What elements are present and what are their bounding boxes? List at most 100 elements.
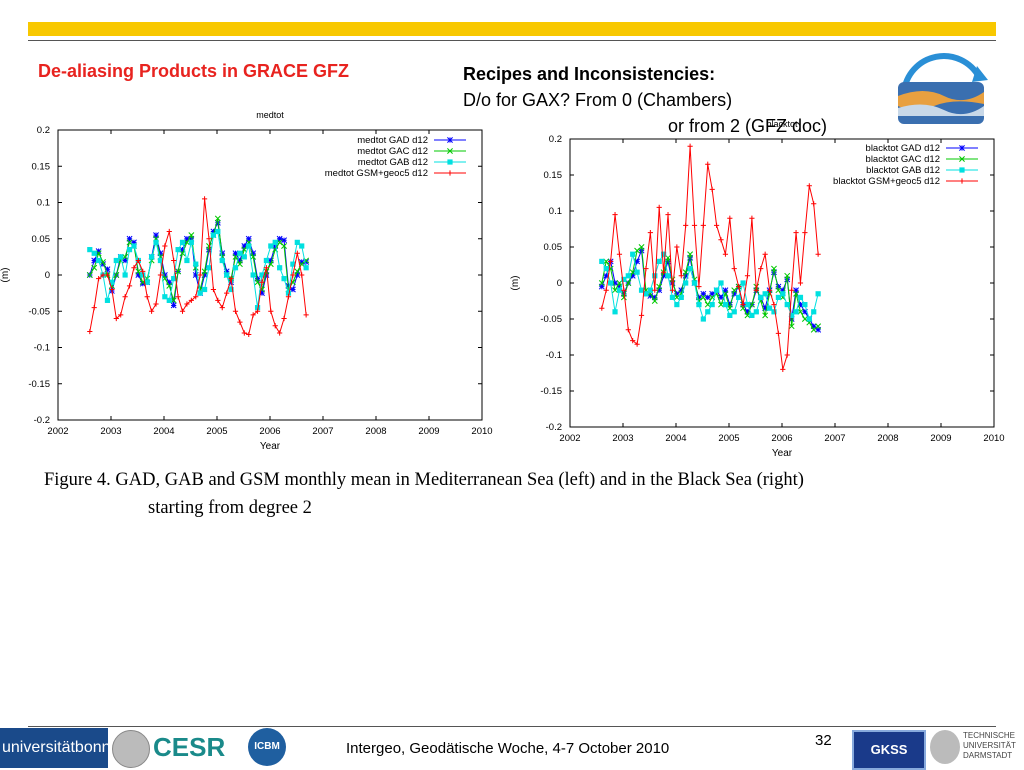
point-marker xyxy=(678,294,684,300)
point-marker xyxy=(771,309,777,315)
point-marker xyxy=(687,143,693,149)
point-marker xyxy=(687,251,694,258)
grace-logo-icon xyxy=(898,53,988,124)
point-marker xyxy=(744,312,751,319)
point-marker xyxy=(122,253,129,260)
point-marker xyxy=(246,331,252,338)
point-marker xyxy=(175,294,181,300)
point-marker xyxy=(170,297,177,304)
point-marker xyxy=(621,276,627,282)
footer-text: Intergeo, Geodätische Woche, 4-7 October… xyxy=(346,740,670,757)
point-marker xyxy=(599,258,605,264)
recipes-heading: Recipes and Inconsistencies: xyxy=(463,64,716,84)
point-marker xyxy=(652,273,658,279)
point-marker xyxy=(201,272,208,278)
point-marker xyxy=(647,230,653,236)
point-marker xyxy=(959,178,965,184)
point-marker xyxy=(250,312,256,318)
point-marker xyxy=(272,323,278,329)
point-marker xyxy=(263,265,269,271)
point-marker xyxy=(149,308,155,314)
point-marker xyxy=(608,258,614,264)
point-marker xyxy=(797,280,804,286)
point-marker xyxy=(771,269,777,276)
x-tick-label: 2010 xyxy=(471,426,492,437)
point-marker xyxy=(656,287,663,294)
point-marker xyxy=(669,287,676,293)
point-marker xyxy=(144,294,150,300)
point-marker xyxy=(219,305,225,311)
point-marker xyxy=(704,294,711,301)
point-marker xyxy=(766,287,773,293)
point-marker xyxy=(762,305,769,312)
point-marker xyxy=(91,250,97,256)
point-marker xyxy=(210,232,217,238)
point-marker xyxy=(678,287,685,294)
point-marker xyxy=(201,196,208,202)
point-marker xyxy=(661,251,667,257)
point-marker xyxy=(130,239,137,246)
point-marker xyxy=(250,272,256,278)
point-marker xyxy=(665,273,671,279)
point-marker xyxy=(959,145,965,151)
point-marker xyxy=(161,272,168,278)
point-marker xyxy=(259,272,265,278)
point-marker xyxy=(170,302,177,309)
point-marker xyxy=(713,222,720,228)
x-tick-label: 2007 xyxy=(312,426,333,437)
point-marker xyxy=(621,287,627,293)
y-axis-label: (m) xyxy=(0,268,11,283)
point-marker xyxy=(144,279,150,285)
point-marker xyxy=(810,323,817,330)
y-tick-label: 0.15 xyxy=(544,170,563,181)
point-marker xyxy=(153,301,159,307)
legend-label: blacktot GAB d12 xyxy=(866,165,940,176)
point-marker xyxy=(736,284,742,290)
point-marker xyxy=(736,294,742,300)
point-marker xyxy=(616,283,623,290)
point-marker xyxy=(104,266,111,273)
point-marker xyxy=(643,291,649,297)
y-tick-label: -0.2 xyxy=(34,415,50,426)
point-marker xyxy=(775,283,782,290)
point-marker xyxy=(647,287,653,293)
point-marker xyxy=(126,235,133,242)
tud-seal-icon xyxy=(930,730,960,764)
point-marker xyxy=(603,272,610,279)
point-marker xyxy=(157,250,164,257)
point-marker xyxy=(118,254,124,260)
y-tick-label: -0.15 xyxy=(28,379,50,390)
point-marker xyxy=(87,328,93,335)
point-marker xyxy=(91,305,97,311)
point-marker xyxy=(749,312,755,318)
point-marker xyxy=(232,250,239,257)
point-marker xyxy=(696,302,702,308)
point-marker xyxy=(447,137,453,143)
point-marker xyxy=(731,309,737,315)
y-axis-label: (m) xyxy=(510,276,521,291)
point-marker xyxy=(206,265,212,271)
point-marker xyxy=(709,186,715,192)
point-marker xyxy=(303,258,310,265)
point-marker xyxy=(748,301,755,308)
point-marker xyxy=(700,222,706,228)
point-marker xyxy=(175,268,182,275)
point-marker xyxy=(214,215,221,222)
point-marker xyxy=(122,272,128,278)
point-marker xyxy=(779,287,786,294)
point-marker xyxy=(139,280,146,287)
point-marker xyxy=(793,230,799,236)
legend-label: medtot GAB d12 xyxy=(358,157,428,168)
point-marker xyxy=(241,254,247,260)
point-marker xyxy=(744,273,751,279)
recipes-line-2: or from 2 (GFZ doc) xyxy=(668,116,828,136)
point-marker xyxy=(166,297,172,303)
point-marker xyxy=(727,215,733,221)
x-axis-label: Year xyxy=(260,441,281,452)
point-marker xyxy=(162,243,168,249)
point-marker xyxy=(171,257,177,264)
point-marker xyxy=(612,309,618,315)
series-medtot-gsm-geoc5-d12 xyxy=(87,196,309,338)
legend-label: medtot GAC d12 xyxy=(357,146,428,157)
point-marker xyxy=(206,236,212,242)
